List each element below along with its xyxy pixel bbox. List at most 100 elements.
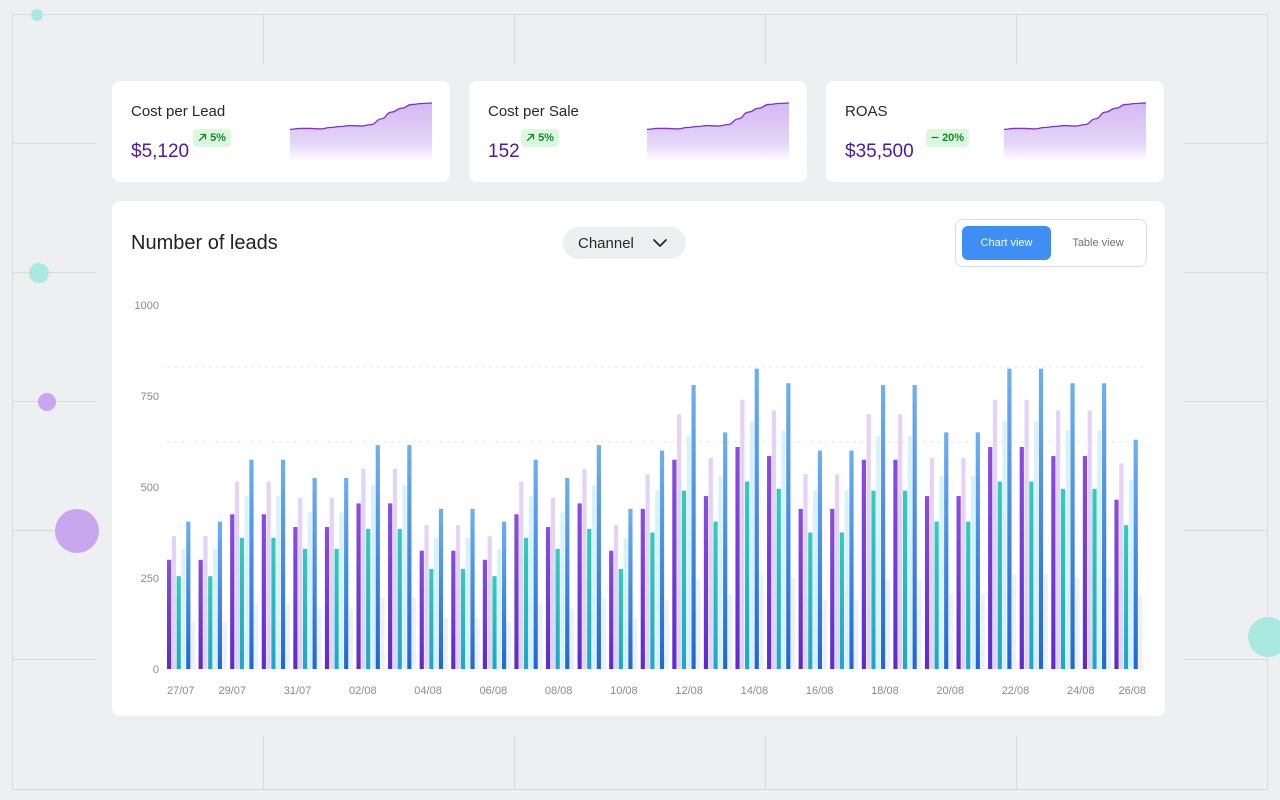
chart-bar	[533, 459, 538, 669]
x-tick-label: 18/08	[871, 685, 899, 697]
chart-bar	[988, 446, 993, 669]
grid-line	[1184, 143, 1268, 144]
chart-bar	[506, 621, 512, 669]
grid-line	[263, 736, 264, 790]
chart-bar	[1019, 446, 1024, 669]
x-tick-label: 08/08	[545, 685, 573, 697]
chart-bar	[514, 514, 519, 669]
grid-line	[514, 14, 515, 64]
chart-bar	[980, 594, 985, 669]
chart-bar	[798, 508, 803, 669]
dropdown-label: Channel	[578, 235, 634, 252]
chart-bar	[1092, 488, 1097, 669]
chart-bar	[718, 476, 723, 669]
x-tick-label: 10/08	[610, 685, 638, 697]
x-tick-label: 27/07	[167, 685, 195, 697]
chart-bar	[234, 481, 240, 669]
x-tick-label: 12/08	[675, 685, 703, 697]
y-tick-label: 0	[153, 664, 159, 676]
chart-bar	[293, 527, 298, 669]
chart-bar	[640, 508, 645, 669]
chart-bar	[528, 496, 533, 669]
chart-bar	[186, 521, 191, 669]
chart-bar	[591, 485, 597, 669]
chart-bar	[392, 468, 398, 669]
chart-bar	[686, 436, 691, 669]
chart-bar	[307, 512, 312, 669]
chart-bar	[803, 474, 808, 669]
chart-bar	[917, 579, 922, 669]
chart-bar	[677, 414, 682, 669]
chart-bar	[203, 536, 208, 669]
chart-bar	[356, 503, 361, 669]
chart-bar	[302, 548, 308, 669]
chart-bar	[487, 536, 492, 669]
table-view-button[interactable]: Table view	[1056, 226, 1140, 260]
chart-bar	[871, 490, 876, 669]
chart-bar	[830, 508, 835, 669]
chart-bar	[366, 528, 371, 669]
change-badge: 20%	[926, 129, 970, 147]
chart-bar	[866, 414, 871, 669]
kpi-value: $35,500	[845, 141, 914, 162]
y-tick-label: 250	[141, 573, 159, 585]
chart-bar	[176, 576, 181, 669]
view-toggle: Chart view Table view	[955, 219, 1147, 267]
channel-dropdown[interactable]: Channel	[563, 227, 686, 259]
chart-bar	[672, 459, 677, 669]
chart-bar	[1138, 596, 1143, 669]
chart-bar	[834, 474, 840, 669]
y-tick-label: 1000	[135, 300, 159, 312]
chart-bar	[538, 603, 543, 669]
kpi-card-cost-per-lead: Cost per Lead $5,120 5%	[112, 81, 450, 182]
chart-bar	[618, 568, 623, 669]
chart-bar	[754, 368, 759, 669]
chart-bar	[451, 550, 456, 669]
sparkline-line	[647, 102, 789, 131]
chart-bar	[254, 603, 259, 669]
chart-bar	[276, 496, 281, 669]
change-value: 5%	[210, 132, 226, 144]
kpi-card-cost-per-sale: Cost per Sale 152 5%	[469, 81, 807, 182]
chart-bar	[1106, 578, 1112, 669]
chart-bar	[344, 477, 349, 669]
chart-bar	[623, 537, 628, 669]
chart-bar	[808, 532, 813, 669]
chart-bar	[217, 521, 222, 669]
change-badge: 5%	[193, 129, 231, 147]
chart-bar	[613, 525, 619, 669]
chart-bar	[628, 508, 633, 669]
chart-bar	[771, 410, 777, 669]
sparkline-area	[647, 103, 789, 161]
grid-line	[263, 14, 264, 64]
grid-line	[12, 272, 96, 273]
chart-bar	[609, 550, 614, 669]
change-badge: 5%	[521, 129, 559, 147]
chart-bar	[822, 599, 827, 669]
chart-bar	[645, 474, 650, 669]
chart-bar	[691, 385, 696, 669]
chart-bar	[1024, 399, 1029, 669]
chart-bar	[1002, 421, 1007, 669]
chart-bar	[582, 468, 587, 669]
chart-bar	[844, 490, 849, 669]
x-tick-label: 26/08	[1118, 685, 1146, 697]
sparkline-chart	[290, 102, 432, 161]
chart-bar	[898, 414, 903, 669]
chart-bar	[849, 450, 854, 669]
chart-bar	[1097, 430, 1102, 669]
chart-bar	[407, 445, 412, 669]
chart-bar	[402, 485, 407, 669]
chart-view-button[interactable]: Chart view	[962, 226, 1051, 260]
chart-bar	[470, 508, 475, 669]
kpi-title: Cost per Lead	[131, 103, 226, 120]
chart-bar	[266, 481, 271, 669]
chart-bar	[492, 576, 497, 669]
chart-bar	[703, 496, 709, 669]
chart-bar	[880, 385, 886, 669]
chart-bar	[740, 399, 745, 669]
panel-title: Number of leads	[131, 232, 278, 254]
kpi-title: Cost per Sale	[488, 103, 579, 120]
chart-bar	[577, 503, 582, 669]
chart-bar	[280, 459, 286, 669]
